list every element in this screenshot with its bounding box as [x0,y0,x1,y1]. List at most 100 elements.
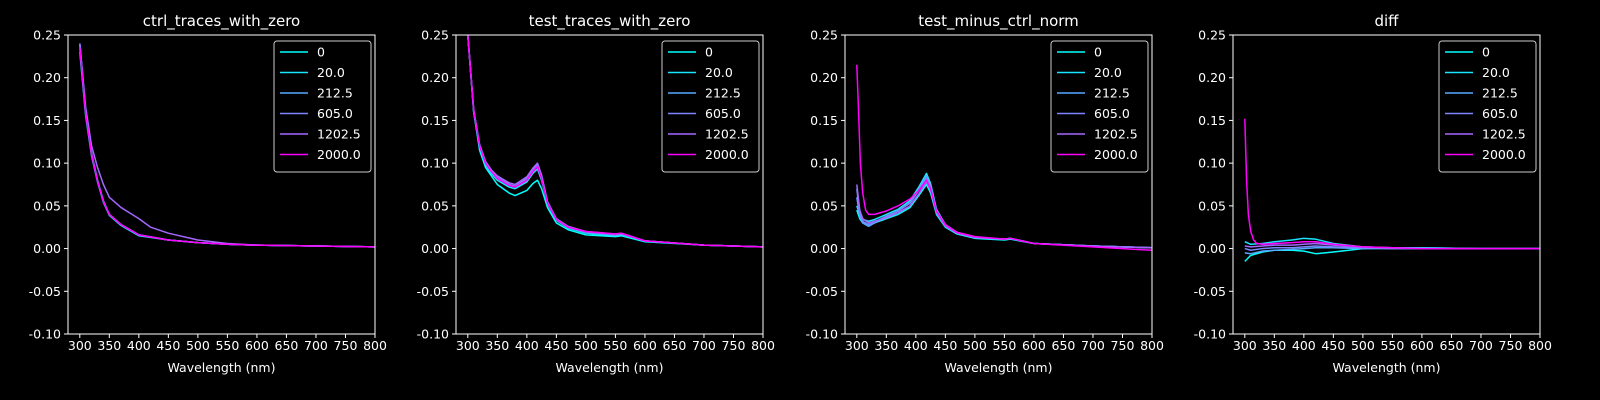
y-tick-label: 0.15 [33,113,61,128]
legend-entry: 1202.5 [705,127,749,142]
x-tick-label: 600 [633,338,657,353]
x-tick-label: 400 [1292,338,1316,353]
legend-entry: 0 [1482,45,1490,60]
x-tick-label: 550 [215,338,239,353]
y-tick-label: 0.10 [33,156,61,171]
x-tick-label: 650 [1440,338,1464,353]
x-tick-label: 350 [485,338,509,353]
y-tick-label: 0.15 [421,113,449,128]
chart-title: diff [1374,12,1399,30]
x-tick-label: 300 [1233,338,1257,353]
plot-area [467,35,763,248]
legend-box [1438,40,1537,173]
x-tick-label: 650 [275,338,299,353]
legend-entry: 212.5 [317,86,353,101]
legend-entry: 1202.5 [1482,127,1526,142]
x-axis-label: Wavelength (nm) [1333,360,1441,375]
y-tick-label: -0.10 [806,327,838,342]
x-tick-label: 800 [363,338,387,353]
x-tick-label: 550 [992,338,1016,353]
legend-entry: 605.0 [705,106,741,121]
series-line-0 [467,35,763,248]
y-tick-label: 0.00 [1198,241,1226,256]
chart-3: test_minus_ctrl_norm 300 350 400 450 500 550 60… [806,12,1164,375]
y-tick-label: -0.10 [29,327,61,342]
y-tick-label: 0.00 [33,241,61,256]
legend-entry: 2000.0 [317,147,361,162]
x-tick-label: 300 [456,338,480,353]
y-tick-label: 0.20 [810,70,838,85]
x-axis-label: Wavelength (nm) [945,360,1053,375]
legend-entry: 212.5 [1482,86,1518,101]
y-tick-label: -0.10 [417,327,449,342]
x-axis-label: Wavelength (nm) [556,360,664,375]
x-tick-label: 300 [68,338,92,353]
plot-area [856,64,1152,252]
legend-entry: 605.0 [1482,106,1518,121]
legend-entry: 0 [317,45,325,60]
legend-entry: 212.5 [705,86,741,101]
x-tick-label: 550 [603,338,627,353]
x-tick-label: 500 [963,338,987,353]
legend: 0 20.0 212.5 605.0 1202.5 2000.0 [1438,40,1537,173]
x-tick-label: 750 [1499,338,1523,353]
x-tick-label: 500 [1351,338,1375,353]
y-tick-label: 0.05 [421,198,449,213]
x-tick-label: 450 [156,338,180,353]
x-tick-label: 400 [515,338,539,353]
x-tick-label: 400 [904,338,928,353]
y-tick-label: 0.10 [810,156,838,171]
y-tick-label: 0.25 [33,28,61,43]
series-line-20.0 [1244,237,1540,250]
x-tick-label: 600 [1022,338,1046,353]
legend-box [1050,40,1149,173]
x-tick-label: 500 [574,338,598,353]
y-tick-label: 0.15 [1198,113,1226,128]
x-tick-label: 350 [1262,338,1286,353]
series-line-2000.0 [1244,118,1540,250]
chart-2: test_traces_with_zero 300 350 400 450 500 550 6… [417,12,775,375]
legend-entry: 2000.0 [1094,147,1138,162]
axes-frame [67,34,376,335]
x-axis-label: Wavelength (nm) [168,360,276,375]
x-tick-label: 800 [1140,338,1164,353]
x-tick-label: 450 [1321,338,1345,353]
chart-title: test_traces_with_zero [529,12,691,31]
series-line-2000.0 [79,47,375,248]
legend-entry: 605.0 [317,106,353,121]
y-tick-label: 0.25 [1198,28,1226,43]
x-tick-label: 350 [97,338,121,353]
chart-4: diff 300 350 400 450 500 550 600 650 700 750 800 -0.… [1194,12,1552,375]
y-tick-label: 0.25 [421,28,449,43]
chart-title: test_minus_ctrl_norm [918,12,1079,31]
x-tick-label: 600 [1410,338,1434,353]
legend-box [661,40,760,173]
x-tick-label: 750 [722,338,746,353]
x-tick-label: 700 [1081,338,1105,353]
axes-frame [844,34,1153,335]
x-tick-label: 700 [692,338,716,353]
x-tick-label: 350 [874,338,898,353]
x-tick-label: 800 [751,338,775,353]
legend: 0 20.0 212.5 605.0 1202.5 2000.0 [661,40,760,173]
y-tick-label: 0.05 [33,198,61,213]
y-tick-label: 0.10 [421,156,449,171]
legend-entry: 1202.5 [1094,127,1138,142]
legend-entry: 0 [1094,45,1102,60]
legend-entry: 20.0 [705,65,733,80]
legend-entry: 212.5 [1094,86,1130,101]
legend-entry: 2000.0 [705,147,749,162]
x-tick-label: 600 [245,338,269,353]
plot-area [79,43,375,248]
legend-entry: 20.0 [1482,65,1510,80]
y-tick-label: 0.05 [1198,198,1226,213]
y-tick-label: 0.20 [1198,70,1226,85]
x-tick-label: 650 [1052,338,1076,353]
legend-box [273,40,372,173]
y-tick-label: 0.05 [810,198,838,213]
legend-entry: 605.0 [1094,106,1130,121]
y-tick-label: -0.05 [29,284,61,299]
chart-title: ctrl_traces_with_zero [143,12,300,31]
